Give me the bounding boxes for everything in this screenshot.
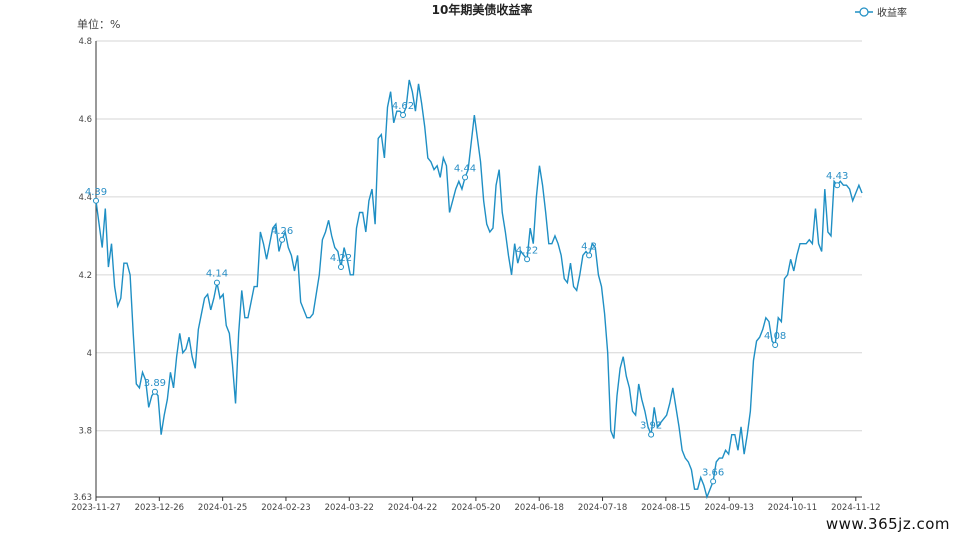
x-tick-label: 2024-10-11 [768,503,817,513]
x-tick-label: 2024-06-18 [515,503,564,513]
data-point-marker [462,174,469,181]
y-tick-label: 3.8 [78,427,92,437]
x-tick-label: 2024-05-20 [451,503,500,513]
y-tick-label: 3.63 [73,493,92,503]
legend[interactable]: 收益率 [855,6,907,19]
data-point-marker [710,478,717,485]
x-tick-label: 2024-01-25 [198,503,247,513]
data-label: 3.66 [702,467,724,478]
data-label: 4.62 [392,101,414,112]
x-tick-label: 2024-09-13 [704,503,753,513]
legend-label: 收益率 [877,6,907,19]
data-label: 3.92 [640,421,662,432]
data-label: 4.44 [454,163,476,174]
legend-marker-icon [859,7,869,17]
x-tick-label: 2023-11-27 [71,503,120,513]
series-line-yield [95,79,863,500]
x-tick-label: 2023-12-26 [135,503,184,513]
data-point-marker [772,342,779,348]
data-label: 4.22 [330,253,352,264]
chart-title: 10年期美债收益率 [432,2,533,17]
x-axis: 2023-11-27 2023-12-26 2024-01-25 2024-02-23… [71,496,881,513]
y-tick-label: 4 [87,349,92,359]
data-point-marker [93,197,99,204]
data-point-marker [834,182,841,189]
data-point-marker [279,236,286,243]
data-label: 4.2 [581,241,597,252]
x-tick-label: 2024-11-12 [831,503,880,513]
y-tick-label: 4.8 [78,37,92,47]
x-tick-label: 2024-04-22 [388,503,437,513]
data-point-marker [337,264,344,271]
unit-label: 单位：% [77,17,120,31]
y-tick-label: 4.4 [78,193,92,203]
data-label: 4.43 [826,171,848,182]
x-tick-label: 2024-08-15 [641,503,690,513]
x-tick-label: 2024-03-22 [325,503,374,513]
data-label: 4.22 [516,245,538,256]
y-axis: 3.63 3.8 4 4.2 4.4 4.6 4.8 [73,37,97,503]
data-point-marker [213,279,220,286]
x-tick-label: 2024-07-18 [578,503,627,513]
data-point-marker [151,388,158,395]
data-point-marker [524,256,531,263]
data-label: 3.89 [144,378,166,389]
data-point-marker [648,431,655,438]
data-label: 4.14 [206,269,228,280]
data-labels: 4.39 3.89 4.14 4.26 4.22 4.62 4.44 4.22 4.2 3.92 3… [85,101,848,485]
y-tick-label: 4.2 [78,271,92,281]
data-label: 4.26 [271,226,293,237]
data-point-marker [586,252,593,259]
series-layer [95,79,863,500]
data-label: 4.08 [764,331,786,342]
y-tick-label: 4.6 [78,115,92,125]
watermark: www.365jz.com [825,515,950,533]
x-tick-label: 2024-02-23 [261,503,310,513]
data-point-marker [400,112,407,119]
data-label: 4.39 [85,187,107,198]
